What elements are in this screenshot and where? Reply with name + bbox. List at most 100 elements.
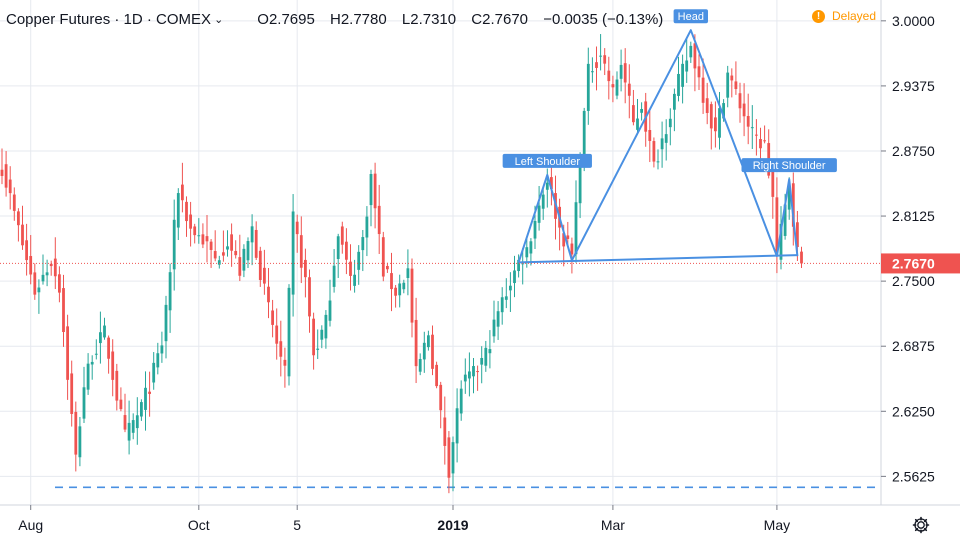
candle-body: [488, 349, 492, 354]
candle-body: [0, 169, 4, 176]
candle-body: [517, 259, 520, 272]
candle-body: [447, 437, 451, 478]
candle-body: [217, 260, 221, 265]
candle-body: [697, 66, 701, 78]
candle-body: [275, 325, 279, 344]
candle-body: [123, 415, 127, 430]
candle-body: [607, 70, 611, 82]
candle-body: [21, 224, 24, 246]
candle-body: [357, 251, 361, 270]
price-tick-label: 2.7500: [892, 273, 935, 289]
candle-body: [492, 319, 496, 337]
candle-body: [369, 174, 373, 206]
delayed-badge[interactable]: ! Delayed: [812, 9, 876, 23]
candle-body: [763, 140, 766, 142]
candle-body: [623, 63, 627, 83]
candle-body: [12, 194, 16, 211]
candle-body: [17, 211, 20, 226]
candle-body: [168, 272, 172, 311]
candle-body: [410, 268, 414, 323]
price-axis[interactable]: 2.5625 2.6250 2.6875 2.7500 2.8125 2.8750 2.93…: [880, 0, 960, 505]
time-tick-label: Mar: [601, 517, 625, 533]
candle-body: [386, 265, 389, 270]
annotation-box: [502, 153, 592, 168]
candle-body: [82, 387, 86, 419]
annotation-label: Head: [673, 9, 708, 24]
candle-body: [673, 93, 676, 110]
candle-body: [209, 241, 213, 250]
candle-body: [377, 205, 381, 235]
candle-body: [295, 221, 299, 235]
candle-body: [37, 287, 41, 293]
candle-body: [258, 250, 262, 280]
last-price-badge: [881, 253, 960, 274]
candle-body: [431, 334, 434, 369]
candle-body: [185, 201, 188, 222]
candle-body: [472, 366, 475, 377]
price-tick-label: 2.5625: [892, 468, 935, 484]
candle-body: [349, 261, 352, 276]
candle-body: [340, 226, 344, 245]
high-value: H2.7780: [330, 10, 387, 28]
candle-body: [152, 362, 156, 383]
candle-body: [496, 311, 500, 327]
candle-body: [603, 55, 607, 64]
candle-body: [787, 185, 791, 210]
candle-body: [722, 103, 725, 119]
candle-body: [504, 296, 508, 300]
candle-body: [254, 229, 258, 258]
candle-body: [586, 63, 590, 111]
candle-body: [636, 118, 639, 130]
candle-body: [796, 222, 799, 248]
candle-body: [107, 337, 110, 359]
candle-body: [62, 288, 65, 333]
candle-body: [591, 71, 594, 73]
candle-body: [29, 256, 33, 275]
candle-body: [529, 241, 533, 254]
candle-body: [160, 345, 164, 354]
candle-body: [463, 374, 467, 382]
candle-body: [783, 204, 787, 236]
annotation-text: Left Shoulder: [515, 156, 581, 168]
gear-icon[interactable]: [910, 514, 932, 536]
candle-body: [283, 359, 287, 366]
candle-body: [181, 184, 184, 201]
candle-body: [99, 332, 102, 344]
candle-body: [267, 286, 270, 303]
candle-body: [316, 348, 320, 350]
candle-body: [271, 310, 274, 325]
chevron-down-icon[interactable]: ⌄: [214, 13, 224, 26]
candle-body: [381, 237, 385, 277]
candle-body: [513, 270, 516, 284]
price-tick-label: 2.8125: [892, 208, 935, 224]
candle-body: [197, 235, 201, 237]
candle-body: [390, 273, 393, 290]
candle-body: [4, 164, 8, 188]
low-value: L2.7310: [401, 10, 457, 28]
candle-body: [693, 43, 697, 69]
candle-body: [726, 72, 730, 98]
candle-body: [533, 220, 537, 239]
time-axis[interactable]: Aug Oct 5 2019 Mar May: [0, 504, 960, 533]
candle-body: [755, 134, 758, 136]
candle-body: [427, 335, 430, 348]
candle-body: [103, 325, 106, 338]
candle-body: [365, 216, 369, 238]
annotation-text: Head: [678, 11, 704, 23]
candle-body: [681, 63, 684, 87]
candle-body: [230, 234, 233, 251]
candle-body: [263, 267, 266, 284]
symbol-title[interactable]: Copper Futures · 1D · COMEX: [6, 10, 212, 28]
candle-body: [685, 60, 689, 72]
candle-body: [578, 165, 582, 204]
candle-body: [8, 179, 12, 194]
candle-body: [156, 353, 160, 368]
candle-body: [66, 326, 69, 380]
candle-body: [738, 93, 742, 109]
candle-body: [324, 314, 328, 339]
candle-body: [619, 64, 623, 79]
candle-body: [242, 248, 246, 271]
pattern-zigzag: [517, 29, 799, 263]
candle-body: [480, 357, 484, 365]
